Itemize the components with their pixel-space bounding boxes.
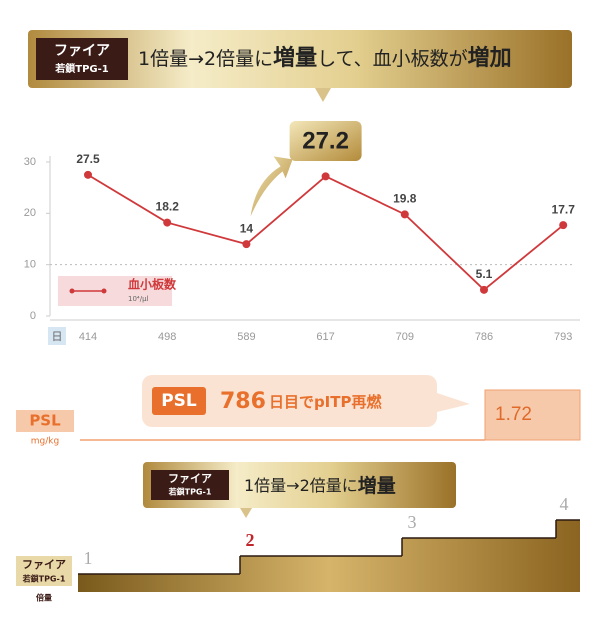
- data-point: [559, 221, 568, 230]
- y-tick-label: 20: [24, 207, 36, 219]
- text-part: 1倍量→2倍量に: [138, 48, 273, 70]
- data-point: [480, 285, 488, 294]
- legend-label: 血小板数: [128, 277, 177, 292]
- dose-step-label: 1: [84, 548, 93, 568]
- drug-name: ファイア: [54, 43, 110, 59]
- y-tick-label: 10: [24, 259, 36, 271]
- data-point: [84, 170, 92, 179]
- data-point: [163, 218, 172, 227]
- text-part: 増量: [273, 45, 317, 71]
- x-tick-label: 793: [554, 331, 572, 343]
- peak-arrow: [250, 156, 293, 217]
- callout-day: 786: [220, 389, 266, 414]
- data-label: 14: [240, 221, 254, 235]
- banner: ファイア 若鎖TPG-1 1倍量→2倍量に増量して、血小板数が増加: [28, 30, 572, 102]
- psl-unit: mg/kg: [31, 437, 59, 447]
- x-label-bg: [48, 327, 66, 345]
- data-label: 19.8: [393, 192, 417, 206]
- dose-axis-label: 倍量: [35, 593, 52, 603]
- line-chart: 0 10 20 30 日 414 498 589 617 709 786 793 血小板数 10⁴/μl 2…: [24, 121, 580, 345]
- x-tick-label: 498: [158, 331, 176, 343]
- psl-label: PSL: [29, 412, 61, 430]
- psl-value: 1.72: [495, 404, 532, 425]
- psl-section: PSL mg/kg 1.72 PSL 786 日目でpITP再燃: [16, 375, 581, 447]
- legend-dot: [101, 288, 107, 294]
- dose-drug: ファイア: [168, 472, 212, 485]
- callout-text: 日目でpITP再燃: [269, 393, 383, 411]
- psl-tag: PSL: [161, 391, 197, 411]
- data-point: [400, 210, 409, 219]
- text-part: 増加: [468, 45, 512, 71]
- dose-label-bg: [16, 556, 72, 586]
- data-point: [242, 240, 251, 249]
- dose-step-label: 4: [560, 494, 569, 514]
- drug-sub: 若鎖TPG-1: [54, 62, 109, 75]
- data-label: 5.1: [476, 267, 493, 281]
- x-tick-label: 786: [475, 331, 493, 343]
- psl-label-bg: [16, 410, 74, 432]
- banner-bg: [28, 30, 572, 88]
- drug-badge: [36, 38, 128, 80]
- x-tick-label: 589: [237, 331, 255, 343]
- banner-pointer: [315, 88, 331, 102]
- data-label: 27.5: [76, 152, 100, 166]
- dose-step-label: 2: [246, 530, 255, 550]
- psl-callout: [142, 375, 437, 427]
- dose-step-label: 3: [408, 512, 417, 532]
- data-point: [321, 172, 330, 181]
- y-tick-label: 30: [24, 156, 36, 168]
- dose-drug-sub-label: 若鎖TPG-1: [22, 574, 66, 584]
- peak-label: 27.2: [302, 127, 349, 154]
- x-tick-label: 414: [79, 331, 97, 343]
- text-part: 増量: [358, 474, 396, 497]
- text-part: して、血小板数が: [317, 48, 467, 70]
- x-tick-label: 617: [316, 331, 334, 343]
- data-label: 17.7: [552, 202, 576, 216]
- x-tick-label: 709: [396, 331, 414, 343]
- text-part: 1倍量→2倍量に: [244, 476, 358, 495]
- dose-callout-pointer: [240, 508, 252, 518]
- dose-callout-text: 1倍量→2倍量に増量: [244, 474, 396, 497]
- legend-unit: 10⁴/μl: [128, 295, 149, 303]
- banner-text: 1倍量→2倍量に増量して、血小板数が増加: [138, 45, 512, 71]
- psl-bar: [484, 389, 581, 441]
- dose-drug-sub: 若鎖TPG-1: [168, 487, 212, 497]
- psl-callout-pointer: [437, 393, 470, 412]
- psl-callout-text: 786 日目でpITP再燃: [220, 389, 382, 414]
- x-axis-label: 日: [52, 330, 63, 343]
- y-tick-label: 0: [30, 310, 36, 322]
- psl-tag-bg: [152, 387, 206, 415]
- data-label: 18.2: [156, 200, 180, 214]
- legend-dot: [69, 288, 75, 294]
- dose-badge: [151, 470, 229, 500]
- dose-section: ファイア 若鎖TPG-1 1倍量→2倍量に増量 ファイア 若鎖TPG-1 倍量 …: [16, 462, 580, 603]
- peak-callout: [289, 121, 362, 161]
- dose-drug-label: ファイア: [22, 558, 66, 571]
